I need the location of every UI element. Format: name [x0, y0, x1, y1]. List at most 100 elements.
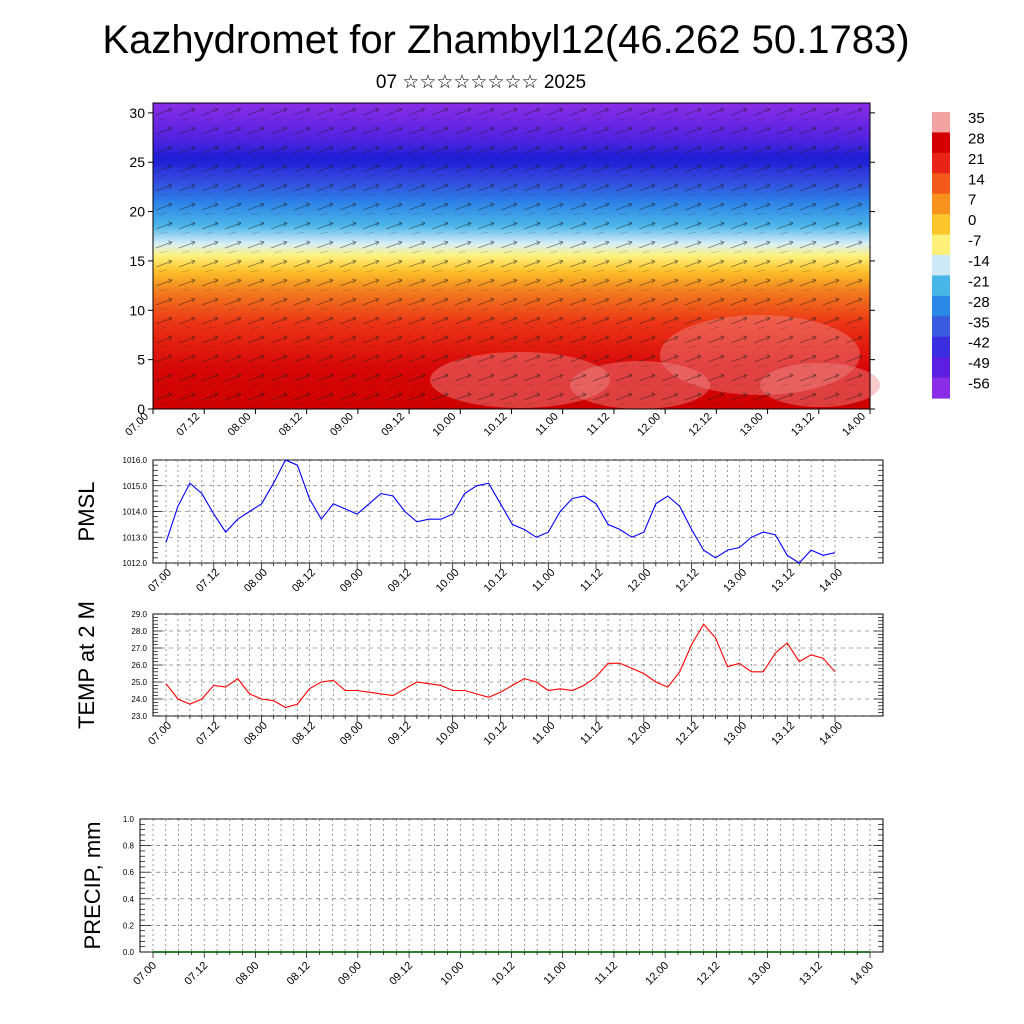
- colorbar-label: -35: [968, 314, 990, 331]
- temp-ytick-label: 23.0: [131, 712, 147, 721]
- colorbar-label: -7: [968, 233, 981, 250]
- temp-xtick-label: 13.12: [769, 720, 797, 748]
- precip-xtick-label: 14.00: [848, 960, 876, 988]
- precip-ylabel: PRECIP, mm: [80, 822, 105, 950]
- temp-xtick-label: 10.12: [482, 720, 510, 748]
- heatmap-xtick-label: 08.12: [277, 411, 305, 439]
- heatmap-xtick-label: 12.00: [635, 411, 663, 439]
- pmsl-series-line: [165, 459, 836, 564]
- heatmap-xtick-label: 08.00: [226, 411, 254, 439]
- heatmap-xtick-label: 10.00: [430, 411, 458, 439]
- precip-xtick-label: 07.12: [182, 960, 210, 988]
- chart-subtitle: 07 ☆☆☆☆☆☆☆☆ 2025: [375, 72, 587, 93]
- temp-xtick-label: 07.12: [194, 720, 222, 748]
- temp-xtick-label: 12.00: [625, 720, 653, 748]
- temp-xtick-label: 14.00: [817, 720, 845, 748]
- pmsl-ytick-label: 1014.0: [123, 508, 148, 517]
- heatmap-xtick-label: 09.12: [379, 411, 407, 439]
- precip-ytick-label: 0.6: [123, 868, 135, 877]
- pmsl-ytick-label: 1016.0: [123, 456, 148, 465]
- pmsl-xtick-label: 07.12: [194, 567, 222, 595]
- pmsl-xtick-label: 09.12: [386, 567, 414, 595]
- colorbar-label: 35: [968, 110, 985, 127]
- temp-xtick-label: 12.12: [673, 720, 701, 748]
- heatmap-xtick-label: 09.00: [328, 411, 356, 439]
- pmsl-xtick-label: 09.00: [338, 567, 366, 595]
- heatmap-xtick-label: 14.00: [840, 411, 868, 439]
- chart-title: Kazhydromet for Zhambyl12(46.262 50.1783…: [102, 18, 910, 62]
- temp-series-line: [165, 623, 836, 709]
- temp-ytick-label: 28.0: [131, 627, 147, 636]
- pmsl-xtick-label: 07.00: [146, 567, 174, 595]
- colorbar-label: 7: [968, 192, 976, 209]
- heatmap-xtick-label: 12.12: [687, 411, 715, 439]
- pmsl-frame: [152, 459, 884, 564]
- heatmap-xtick-label: 07.12: [174, 411, 202, 439]
- colorbar-label: 28: [968, 130, 985, 147]
- heatmap-ytick-label: 20: [129, 204, 145, 220]
- heatmap-ytick-label: 0: [137, 401, 145, 417]
- precip-xtick-label: 07.00: [131, 960, 159, 988]
- heatmap-ytick-label: 10: [129, 302, 145, 318]
- colorbar-swatch: [932, 112, 950, 134]
- pmsl-xtick-label: 10.00: [434, 567, 462, 595]
- colorbar-swatch: [932, 336, 950, 358]
- heatmap-ytick-label: 25: [129, 154, 145, 170]
- colorbar-swatch: [932, 295, 950, 317]
- pmsl-ylabel: PMSL: [74, 482, 99, 542]
- temp-xtick-label: 08.00: [242, 720, 270, 748]
- precip-xtick-label: 13.12: [797, 960, 825, 988]
- precip-xtick-label: 09.00: [336, 960, 364, 988]
- temp-xtick-label: 08.12: [290, 720, 318, 748]
- temp-xtick-label: 09.12: [386, 720, 414, 748]
- pmsl-xtick-label: 12.12: [673, 567, 701, 595]
- precip-ytick-label: 0.0: [123, 948, 135, 957]
- heatmap-xtick-label: 07.00: [123, 411, 151, 439]
- colorbar-label: -42: [968, 335, 990, 352]
- precip-xtick-label: 11.00: [541, 960, 568, 987]
- pmsl-ytick-label: 1015.0: [123, 482, 148, 491]
- colorbar-swatch: [932, 316, 950, 338]
- colorbar-swatch: [932, 152, 950, 174]
- colorbar-swatch: [932, 357, 950, 379]
- temp-xtick-label: 10.00: [434, 720, 462, 748]
- temp-xtick-label: 13.00: [721, 720, 749, 748]
- colorbar-swatch: [932, 234, 950, 256]
- colorbar-label: -21: [968, 273, 990, 290]
- pmsl-xtick-label: 13.00: [721, 567, 749, 595]
- temp-xtick-label: 07.00: [146, 720, 174, 748]
- wind-vectors: [153, 103, 870, 409]
- precip-xtick-label: 11.12: [593, 960, 620, 987]
- pmsl-xtick-label: 12.00: [625, 567, 653, 595]
- temp-ytick-label: 24.0: [131, 695, 147, 704]
- precip-xtick-label: 10.12: [490, 960, 518, 988]
- temp-frame: [152, 613, 884, 717]
- heatmap-ytick-label: 15: [129, 253, 145, 269]
- colorbar-swatch: [932, 193, 950, 215]
- colorbar-label: -28: [968, 294, 990, 311]
- precip-ytick-label: 0.4: [123, 895, 135, 904]
- colorbar-swatch: [932, 275, 950, 297]
- colorbar-swatch: [932, 132, 950, 154]
- colorbar-label: -14: [968, 253, 990, 270]
- precip-xtick-label: 08.12: [285, 960, 313, 988]
- temp-xtick-label: 11.00: [530, 720, 557, 747]
- precip-ytick-label: 1.0: [123, 815, 135, 824]
- pmsl-ytick-label: 1012.0: [123, 559, 148, 568]
- colorbar-swatch: [932, 214, 950, 236]
- temp-ytick-label: 26.0: [131, 661, 147, 670]
- heatmap-ytick-label: 5: [137, 352, 145, 368]
- heatmap-ytick-label: 30: [129, 105, 145, 121]
- precip-xtick-label: 08.00: [234, 960, 262, 988]
- colorbar-label: 14: [968, 171, 985, 188]
- precip-ytick-label: 0.2: [123, 921, 135, 930]
- precip-xtick-label: 13.00: [746, 960, 774, 988]
- precip-xtick-label: 12.00: [643, 960, 671, 988]
- pmsl-xtick-label: 14.00: [817, 567, 845, 595]
- pmsl-xtick-label: 08.12: [290, 567, 318, 595]
- temp-xtick-label: 11.12: [578, 720, 605, 747]
- precip-ytick-label: 0.8: [123, 842, 135, 851]
- pmsl-xtick-label: 11.00: [530, 567, 557, 594]
- heatmap-xtick-label: 13.00: [738, 411, 766, 439]
